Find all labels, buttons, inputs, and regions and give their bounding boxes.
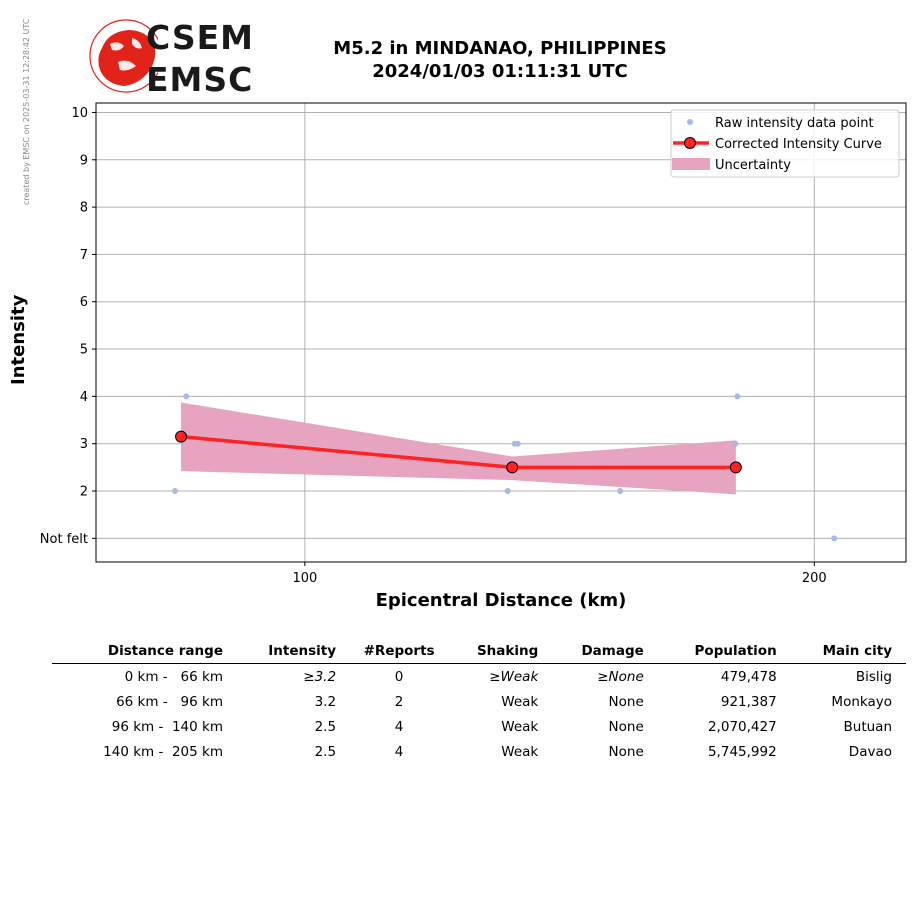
y-tick-label: 10 [71, 106, 88, 121]
header-main-city: Main city [790, 640, 906, 664]
header-damage: Damage [552, 640, 658, 664]
table-row: 0 km - 66 km ≥3.2 0 ≥Weak ≥None 479,478 … [52, 664, 906, 690]
cell-range: 140 km - 205 km [103, 743, 223, 760]
cell-damage: None [608, 718, 644, 735]
raw-data-point [617, 488, 624, 495]
x-tick-label: 200 [802, 571, 827, 586]
cell-shaking: Weak [501, 718, 539, 735]
cell-damage: ≥None [597, 668, 644, 685]
curve-marker [729, 461, 742, 474]
plot-frame [95, 102, 907, 563]
legend-label: Raw intensity data point [715, 116, 874, 131]
cell-city: Butuan [843, 718, 893, 735]
chart-subtitle: 2024/01/03 01:11:31 UTC [372, 61, 628, 82]
y-tick-label: 6 [80, 295, 88, 310]
cell-range: 96 km - 140 km [111, 718, 223, 735]
y-tick-label: 5 [80, 343, 88, 358]
cell-intensity: 2.5 [314, 743, 337, 760]
cell-range: 0 km - 66 km [124, 668, 223, 685]
y-tick-label: 4 [80, 390, 88, 405]
y-axis-label: Intensity [8, 294, 29, 385]
raw-data-point [183, 393, 190, 400]
header-intensity: Intensity [236, 640, 351, 664]
raw-data-point [504, 488, 511, 495]
cell-intensity: 3.2 [314, 693, 337, 710]
uncertainty-band [181, 402, 736, 495]
cell-shaking: Weak [501, 693, 539, 710]
x-axis-label: Epicentral Distance (km) [375, 590, 627, 611]
cell-city: Monkayo [831, 693, 892, 710]
legend-label: Corrected Intensity Curve [715, 137, 882, 152]
header-population: Population [657, 640, 791, 664]
table-row: 140 km - 205 km 2.5 4 Weak None 5,745,99… [52, 739, 906, 764]
table-header-row: Distance range Intensity #Reports Shakin… [52, 640, 906, 664]
cell-population: 5,745,992 [707, 743, 777, 760]
header-distance-range: Distance range [52, 640, 237, 664]
cell-damage: None [608, 743, 644, 760]
y-tick-label: 7 [80, 248, 88, 263]
y-tick-label: 8 [80, 201, 88, 216]
raw-data-point [732, 440, 739, 447]
logo-emsc-text: EMSC [146, 60, 254, 99]
cell-reports: 4 [394, 718, 404, 735]
header-shaking: Shaking [448, 640, 553, 664]
cell-intensity: 2.5 [314, 718, 337, 735]
globe-logo-icon [89, 19, 158, 93]
cell-damage: None [608, 693, 644, 710]
cell-city: Bislig [855, 668, 892, 685]
raw-data-point [514, 440, 521, 447]
cell-population: 479,478 [720, 668, 777, 685]
cell-intensity: ≥3.2 [303, 668, 337, 685]
chart-title: M5.2 in MINDANAO, PHILIPPINES [333, 38, 667, 59]
legend-point-icon [687, 119, 693, 125]
header-reports: #Reports [350, 640, 449, 664]
intensity-chart: Not felt 2 3 4 5 6 7 8 9 10 100 200 Raw intensity da… [40, 102, 907, 586]
raw-data-point [831, 535, 838, 542]
cell-shaking: Weak [501, 743, 539, 760]
y-tick-label: 2 [80, 485, 88, 500]
raw-data-point [171, 488, 178, 495]
legend-label: Uncertainty [715, 158, 791, 173]
cell-reports: 2 [394, 693, 404, 710]
cell-range: 66 km - 96 km [116, 693, 223, 710]
cell-shaking: ≥Weak [489, 668, 539, 685]
cell-reports: 0 [394, 668, 404, 685]
cell-reports: 4 [394, 743, 404, 760]
legend-band-icon [672, 158, 710, 170]
cell-population: 2,070,427 [707, 718, 777, 735]
curve-marker [175, 430, 188, 443]
raw-data-point [734, 393, 741, 400]
table-row: 66 km - 96 km 3.2 2 Weak None 921,387 Mo… [52, 689, 906, 714]
x-tick-label: 100 [292, 571, 317, 586]
logo-csem-text: CSEM [146, 18, 254, 57]
y-tick-label: Not felt [40, 532, 88, 547]
cell-population: 921,387 [720, 693, 777, 710]
summary-table: Distance range Intensity #Reports Shakin… [52, 640, 906, 764]
legend-marker-icon [684, 137, 696, 149]
y-tick-label: 9 [80, 153, 88, 168]
y-tick-label: 3 [80, 437, 88, 452]
table-row: 96 km - 140 km 2.5 4 Weak None 2,070,427… [52, 714, 906, 739]
curve-marker [506, 461, 519, 474]
legend-box [670, 109, 900, 178]
emsc-logo: CSEM EMSC [88, 18, 258, 99]
cell-city: Davao [848, 743, 892, 760]
